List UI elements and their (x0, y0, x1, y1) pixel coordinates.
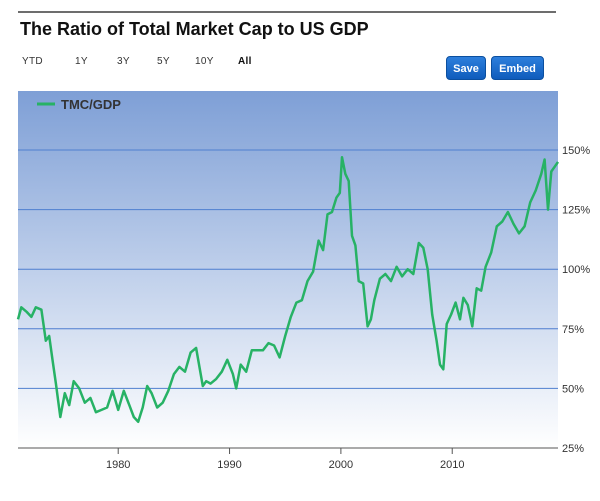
range-tab-10y[interactable]: 10Y (195, 56, 214, 67)
y-tick-label: 150% (562, 145, 590, 157)
header-rule (18, 11, 556, 13)
series-line-tmc-gdp (16, 155, 560, 424)
range-tab-ytd[interactable]: YTD (22, 56, 43, 67)
save-button[interactable]: Save (446, 56, 486, 80)
y-tick-label: 75% (562, 324, 584, 336)
y-tick-label: 50% (562, 383, 584, 395)
y-axis: 25% 50% 75% 100% 125% 150% (562, 145, 590, 455)
range-tab-3y[interactable]: 3Y (117, 56, 130, 67)
x-tick-label: 2000 (329, 459, 353, 471)
y-tick-label: 25% (562, 443, 584, 455)
y-tick-label: 100% (562, 264, 590, 276)
legend: TMC/GDP (37, 97, 121, 112)
embed-button[interactable]: Embed (491, 56, 544, 80)
range-tab-1y[interactable]: 1Y (75, 56, 88, 67)
page-title: The Ratio of Total Market Cap to US GDP (20, 19, 369, 39)
x-axis: 1980 1990 2000 2010 (106, 448, 464, 471)
x-tick-label: 1980 (106, 459, 130, 471)
range-tab-5y[interactable]: 5Y (157, 56, 170, 67)
x-tick-label: 1990 (217, 459, 241, 471)
range-tab-all[interactable]: All (238, 56, 252, 67)
y-tick-label: 125% (562, 205, 590, 217)
legend-label: TMC/GDP (61, 97, 121, 112)
x-tick-label: 2010 (440, 459, 464, 471)
